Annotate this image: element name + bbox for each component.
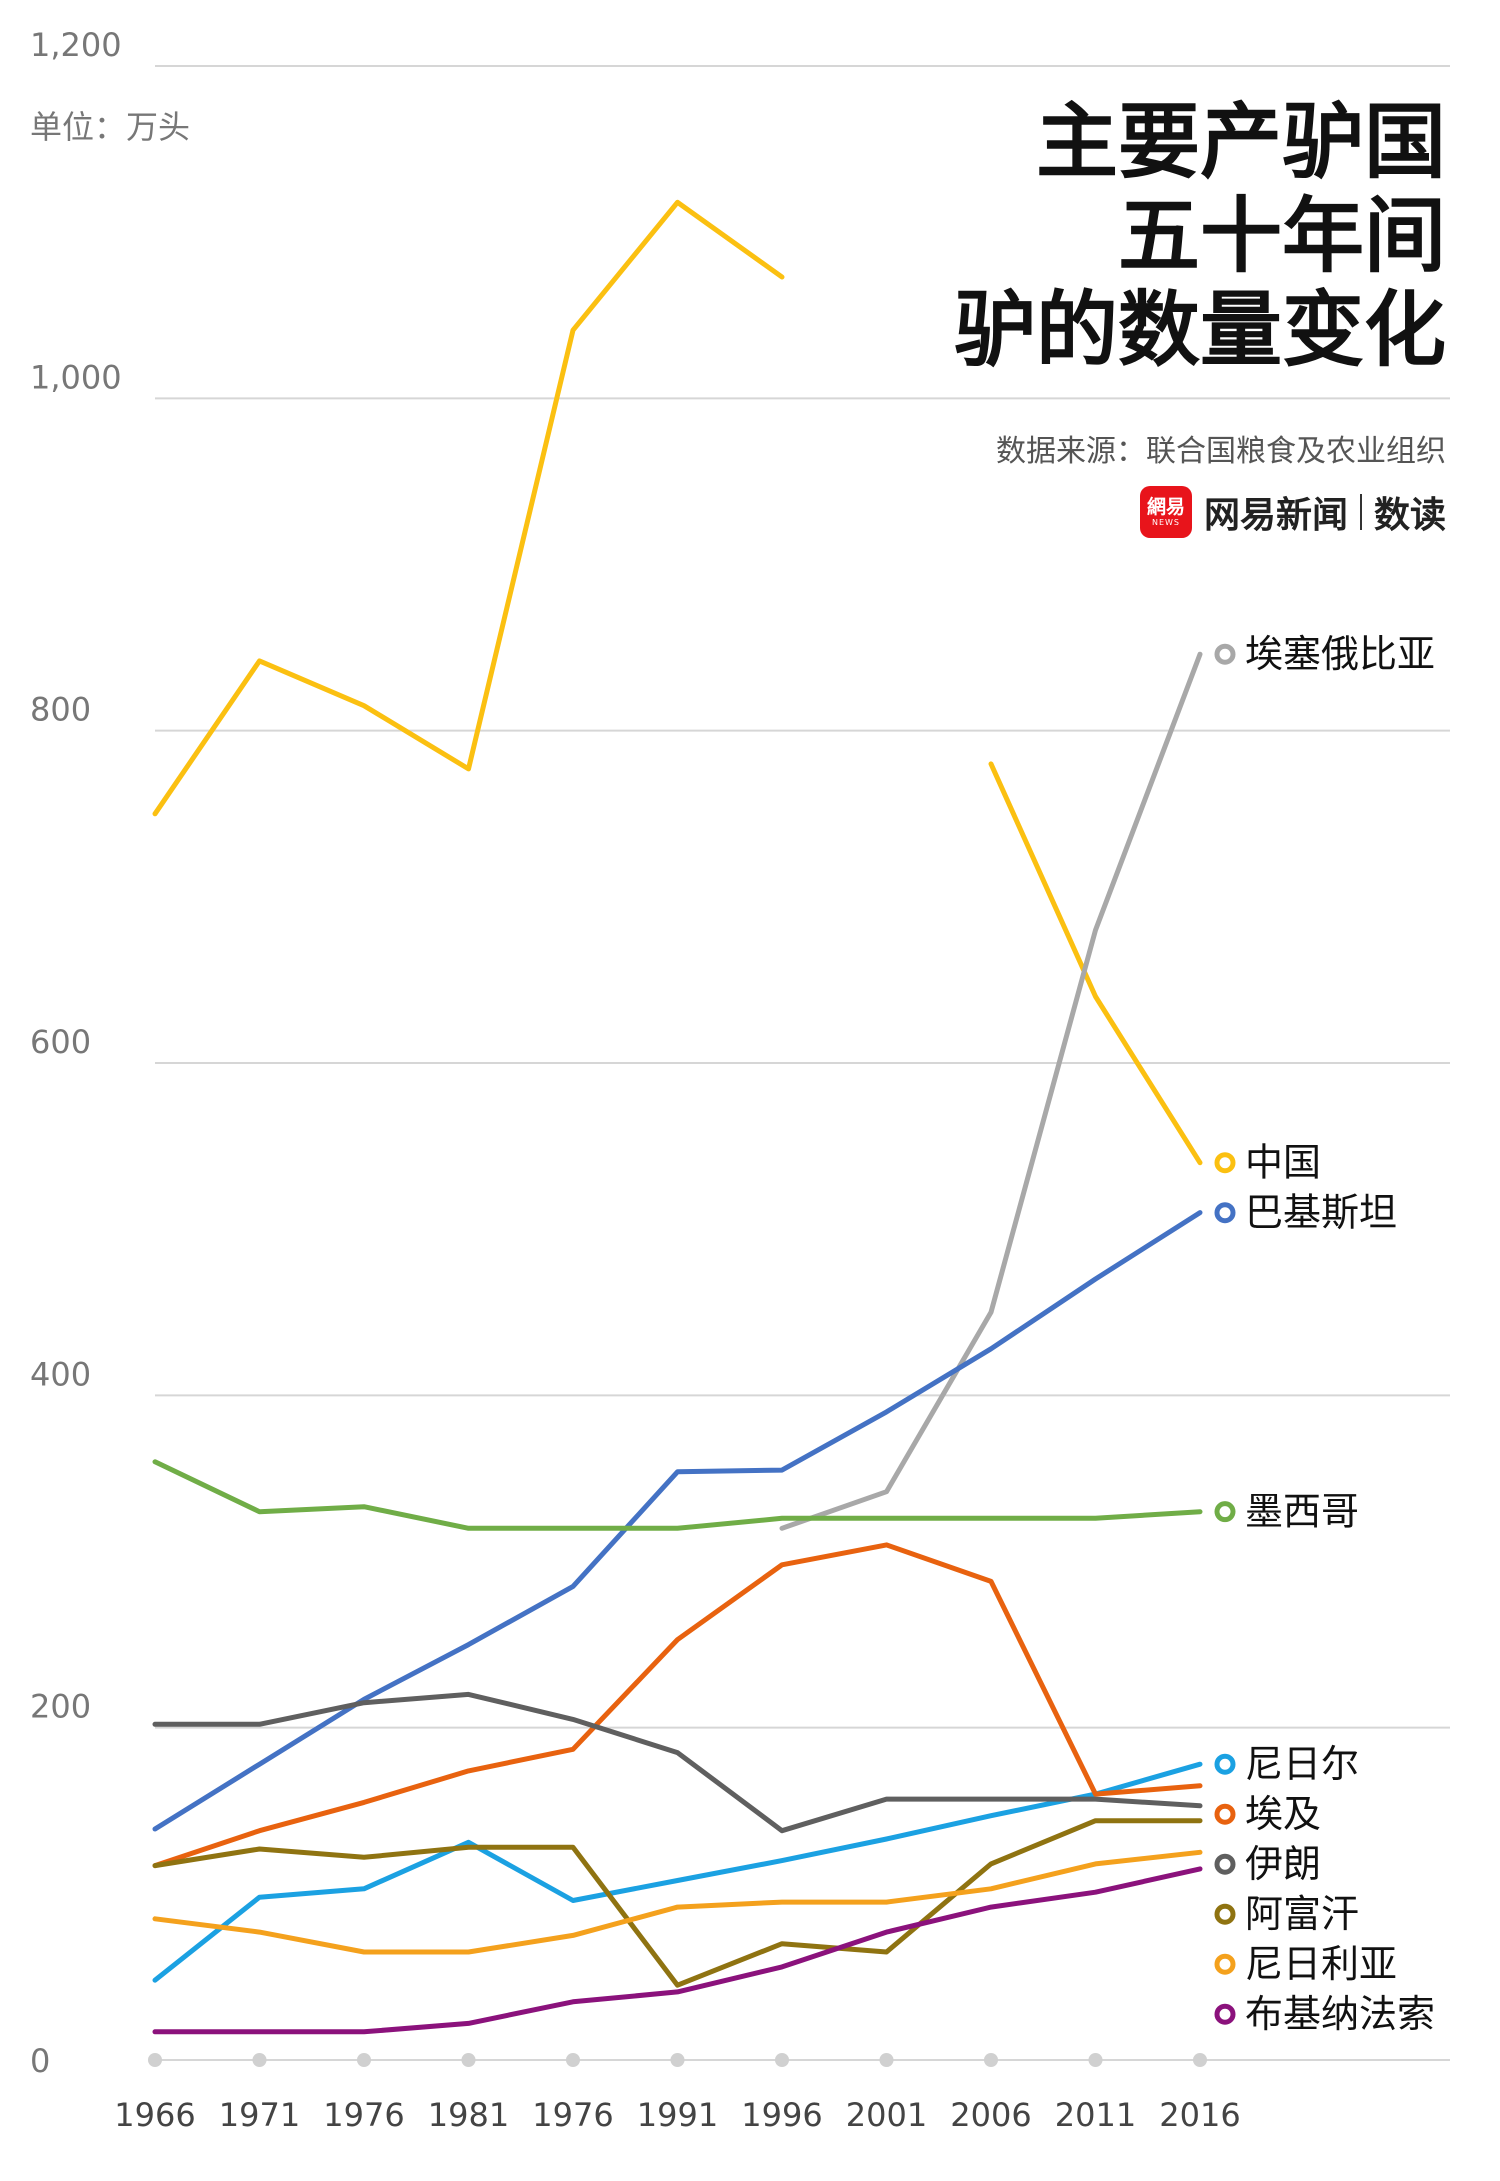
- legend-label: 阿富汗: [1245, 1892, 1359, 1936]
- legend-marker: [1214, 1152, 1236, 1174]
- chart-title: 主要产驴国 五十年间 驴的数量变化: [954, 96, 1446, 378]
- y-tick-label: 1,000: [30, 358, 122, 396]
- series-line: [152, 199, 1203, 1166]
- logo-subtext: NEWS: [1151, 517, 1180, 527]
- legend-label: 尼日利亚: [1245, 1942, 1397, 1986]
- y-tick-label: 0: [30, 2042, 50, 2080]
- y-tick-label: 200: [30, 1688, 91, 1726]
- netease-news-logo-icon: 網易 NEWS: [1139, 486, 1192, 538]
- x-tick-dot: [357, 2053, 371, 2067]
- x-tick-label: 2001: [846, 2096, 927, 2134]
- brand-name: 网易新闻: [1203, 495, 1348, 536]
- x-tick-label: 1991: [637, 2096, 718, 2134]
- series-line: [152, 1691, 1203, 1834]
- x-tick-dot: [461, 2053, 476, 2067]
- x-tick-label: 1971: [219, 2096, 300, 2134]
- legend-marker: [1214, 1501, 1236, 1523]
- y-tick-label: 400: [30, 1355, 91, 1393]
- x-axis: 1966 1971 1976 1981 1976 1991 1996 2001 2006 2011…: [114, 2053, 1450, 2134]
- series-line: [152, 1459, 1203, 1531]
- brand: 網易 NEWS 网易新闻 数读: [1139, 486, 1446, 538]
- x-tick-dot: [879, 2053, 894, 2067]
- y-tick-label: 1,200: [30, 26, 122, 64]
- y-axis-labels: 0 200 400 600 800 1,000 1,200: [30, 26, 122, 2080]
- legend-marker: [1214, 1953, 1236, 1975]
- title-line-1: 主要产驴国: [1035, 95, 1446, 190]
- x-tick-label: 2011: [1055, 2096, 1136, 2134]
- y-tick-label: 800: [30, 691, 91, 729]
- x-tick-label: 1966: [114, 2096, 195, 2134]
- x-tick-dot: [984, 2053, 998, 2067]
- x-tick-dot: [566, 2053, 580, 2067]
- y-tick-label: 600: [30, 1023, 91, 1061]
- logo-text: 網易: [1146, 495, 1185, 518]
- legend-marker: [1214, 1903, 1236, 1925]
- legend-label: 巴基斯坦: [1245, 1191, 1397, 1235]
- title-line-3: 驴的数量变化: [953, 283, 1446, 378]
- legend-label: 中国: [1245, 1141, 1321, 1185]
- series-line: [152, 1542, 1203, 1869]
- series-line: [152, 1866, 1203, 2035]
- legend-label: 墨西哥: [1245, 1490, 1359, 1534]
- legend-label: 埃及: [1245, 1792, 1321, 1836]
- x-tick-dot: [1088, 2053, 1103, 2067]
- series-line: [152, 1761, 1203, 1983]
- data-source: 数据来源：联合国粮食及农业组织: [996, 434, 1446, 469]
- x-tick-label: 1981: [428, 2096, 509, 2134]
- legend-label: 尼日尔: [1245, 1742, 1359, 1786]
- legend-marker: [1214, 1803, 1236, 1825]
- brand-section: 数读: [1373, 495, 1446, 536]
- x-tick-label: 2006: [950, 2096, 1031, 2134]
- x-tick-dot: [670, 2053, 685, 2067]
- legend-label: 埃塞俄比亚: [1245, 632, 1435, 676]
- series-line: [152, 1849, 1203, 1955]
- series-line: [779, 651, 1203, 1531]
- x-tick-label: 2016: [1159, 2096, 1240, 2134]
- x-tick-dot: [252, 2053, 267, 2067]
- legend-marker: [1214, 1202, 1236, 1224]
- legend-marker: [1214, 1853, 1236, 1875]
- x-tick-label: 1976: [532, 2096, 613, 2134]
- brand-divider: [1359, 494, 1362, 530]
- legend-marker: [1214, 2003, 1236, 2025]
- series-line: [152, 1818, 1203, 1988]
- unit-label: 单位：万头: [30, 108, 191, 146]
- x-tick-label: 1996: [741, 2096, 822, 2134]
- series-line: [152, 1210, 1203, 1832]
- x-tick-dot: [775, 2053, 789, 2067]
- legend-marker: [1214, 643, 1236, 665]
- legend-label: 伊朗: [1245, 1842, 1321, 1886]
- x-tick-label: 1976: [323, 2096, 404, 2134]
- gridlines: [155, 65, 1450, 1729]
- legend-label: 布基纳法索: [1245, 1992, 1435, 2036]
- legend-marker: [1214, 1753, 1236, 1775]
- title-line-2: 五十年间: [1117, 189, 1446, 284]
- series-lines: [152, 199, 1203, 2035]
- x-tick-dot: [148, 2053, 162, 2067]
- x-tick-dot: [1193, 2053, 1207, 2067]
